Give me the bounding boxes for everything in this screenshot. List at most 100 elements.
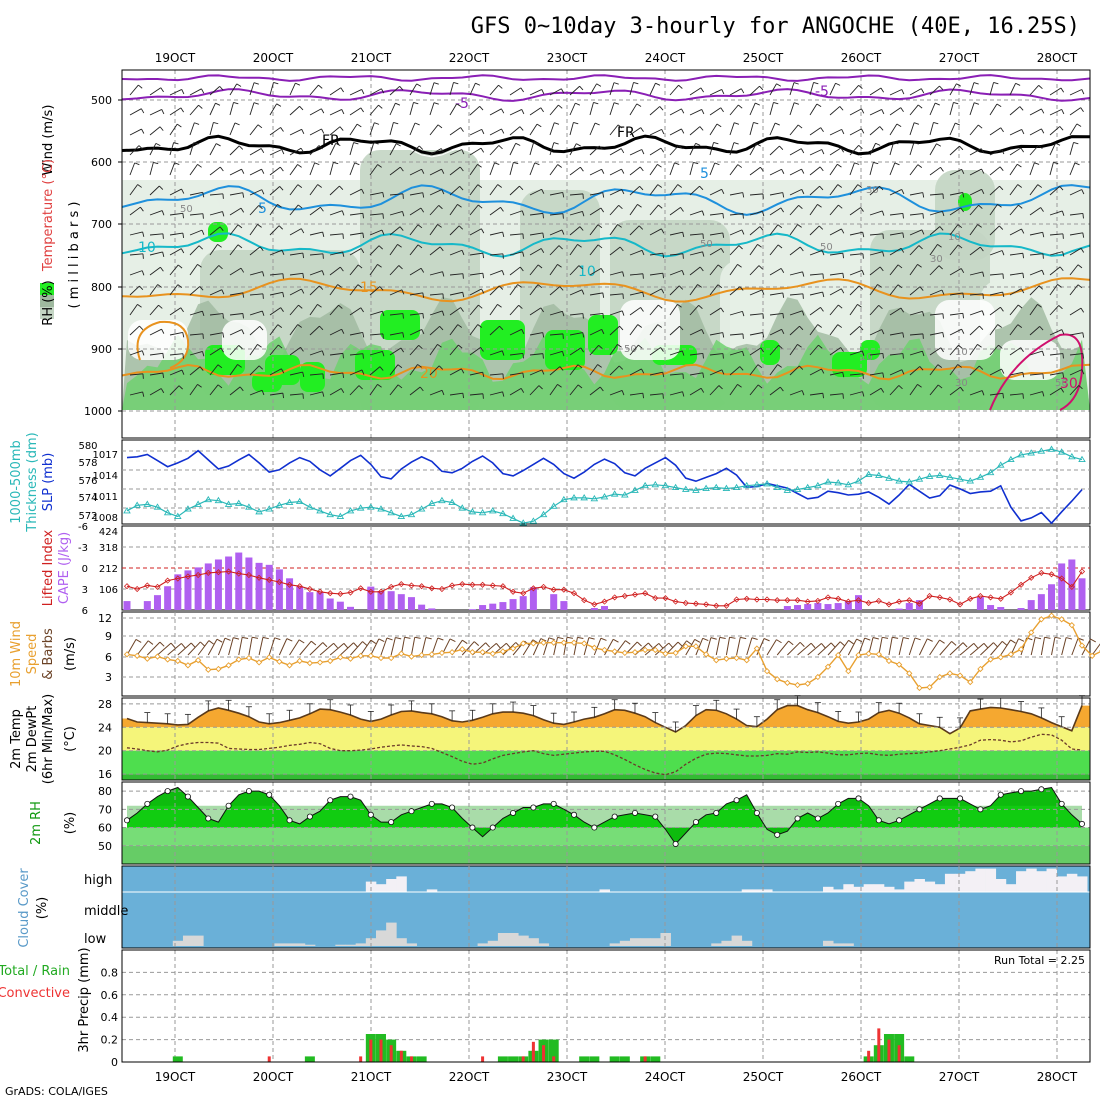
cloud-low-bar [396,938,407,946]
wind-barb [649,393,663,396]
wind-barb [449,392,463,396]
wind-barb-flag [877,284,882,288]
wind-barb-flag [859,326,864,331]
wind-barb-flag [418,145,424,150]
wind-barb [269,204,278,216]
precip-total-bar [579,1056,590,1062]
thickness-point [753,480,761,488]
wind-barb [429,168,442,176]
wind-barb [1069,89,1082,96]
wind-barb-flag [734,122,740,125]
thickness-point [174,512,182,519]
wind-barb [1029,231,1043,236]
wind-barb-flag [896,123,902,128]
wind-barb-flag [381,229,385,235]
wind-barb-flag [222,332,225,338]
wind-barb-flag [162,372,165,379]
wind-barb-flag [760,166,764,172]
wind-barb-flag [361,369,365,375]
cloud-background [122,866,1090,948]
wind-barb-flag [413,102,419,105]
wind-barb-flag [377,264,382,268]
wind-barb-flag [636,103,642,107]
wind-barb [329,233,343,236]
wind-barb-flag [573,122,579,125]
wind-barb-flag [301,129,305,135]
wind-barb [169,188,182,196]
rh-contour-label: 10 [955,347,968,358]
date-label: 22OCT [449,51,490,65]
wind-barb-flag [418,344,423,350]
wind-barb [849,304,858,316]
wind-barb-flag [220,347,225,353]
wind-barb [189,142,195,156]
wind-barb-flag [160,266,164,272]
wind-speed-point [530,640,537,647]
wind-speed-point [459,646,466,653]
wind-barb-flag [740,88,745,94]
wind-barb [949,364,959,376]
wind-barb-flag [858,84,863,89]
wind-speed-point [154,653,161,660]
wind-barb-flag [259,246,264,251]
wind-barb [929,331,943,336]
cloud-high-bar [995,879,1007,892]
wind-barb [1029,253,1043,256]
wind-barb [189,351,203,356]
wind-barb [189,164,198,176]
wind-speed-point [662,650,669,657]
wind-barb-flag [537,284,543,289]
wind-barb-flag [200,641,206,647]
wind-barb [329,162,334,176]
wind-barb-flag [1059,186,1064,191]
wind-barb-flag [1061,210,1065,216]
wind-barb [869,210,883,216]
li-point [306,585,313,593]
thickness-point [793,485,802,492]
pressure-tick: 600 [91,156,112,169]
li-point [875,597,882,604]
wind-barb-flag [798,204,803,209]
wind-barb-flag [519,185,524,191]
wind-barb-flag [597,244,603,249]
wind-barb [549,164,559,176]
wind-barb [563,637,568,656]
wind-barb-flag [360,107,364,113]
wind-barb [489,84,499,96]
wind-barb [309,642,324,656]
wind-barb-flag [422,192,425,198]
wind-barb [409,267,422,276]
wind-barb-flag [479,106,484,111]
wind-barb-flag [534,162,540,166]
thickness-tick: 572 [78,511,97,522]
wind-barb [1069,189,1082,196]
li-point [499,583,506,590]
wind-barb-flag [901,369,905,375]
wind-barb-flag [1080,107,1084,112]
rh-shade-bright [545,330,585,370]
wind-barb [429,205,440,216]
wind-barb [209,143,217,156]
wind-barb [729,333,743,336]
wind-barb [1049,266,1061,276]
cape-bar [1037,594,1045,610]
wind-barb [258,637,264,656]
wind-barb-flag [260,148,265,154]
wind-barb [529,385,540,396]
below-ground [122,410,1090,438]
wind-barb [249,148,262,156]
wind-barb-flag [202,351,205,357]
wind-barb [149,251,163,256]
wind-barb-flag [773,102,779,105]
cape-bar [245,557,253,610]
wind-barb [929,639,940,656]
wind-speed-point [774,676,781,683]
wind-barb [909,88,922,96]
wind-barb [847,638,858,656]
wind-barb-flag [217,384,223,389]
cape-bar [306,592,314,610]
wind-barb-flag [718,385,723,390]
wind-barb-flag [433,102,439,105]
wind-barb [869,387,882,396]
